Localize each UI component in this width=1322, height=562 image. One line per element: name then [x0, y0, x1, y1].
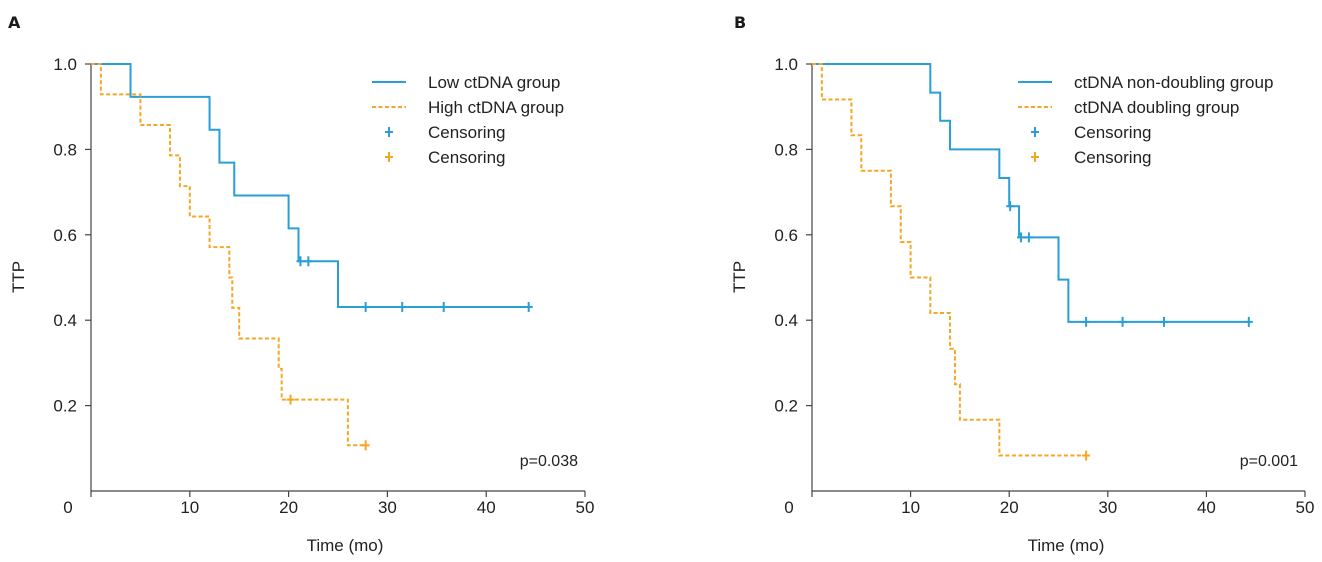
panel-a-letter: A	[8, 13, 21, 32]
panel-b-y-axis-label: TTP	[730, 261, 749, 293]
series-line-blue	[91, 63, 529, 308]
x-tick-label: 20	[279, 498, 298, 517]
censor-mark	[361, 301, 370, 312]
panel-b-p-value: p=0.001	[1240, 453, 1298, 470]
censor-mark	[524, 301, 533, 312]
censor-mark	[1118, 316, 1127, 327]
panel-a-p-value: p=0.038	[520, 453, 578, 470]
panel-b-letter: B	[734, 13, 746, 32]
legend-censor-swatch	[385, 127, 393, 137]
y-tick-label: 0.4	[774, 311, 798, 330]
legend-item: Censoring	[385, 148, 506, 167]
censor-mark	[361, 440, 370, 451]
y-tick-label: 1.0	[53, 55, 77, 74]
censor-mark	[398, 301, 407, 312]
legend-label: Censoring	[1074, 148, 1152, 167]
y-tick-label: 0.8	[53, 140, 77, 159]
x-tick-label: 0	[63, 498, 72, 517]
legend-item: Low ctDNA group	[372, 73, 560, 92]
panel-a-legend: Low ctDNA group High ctDNA group Censoring…	[372, 73, 564, 167]
censor-mark	[304, 256, 313, 267]
y-tick-label: 0.2	[774, 397, 798, 416]
x-tick-label: 30	[1098, 498, 1117, 517]
censor-mark	[1082, 450, 1091, 461]
panel-a-ticks: 0 10 20 30 40 50 0.2 0.4 0.6 0.8 1.0	[53, 55, 594, 517]
legend-label: High ctDNA group	[428, 98, 564, 117]
legend-label: Censoring	[428, 123, 506, 142]
censor-mark	[1017, 232, 1026, 243]
censor-mark	[1082, 316, 1091, 327]
x-tick-label: 10	[901, 498, 920, 517]
legend-item: High ctDNA group	[372, 98, 564, 117]
series-line-blue	[812, 63, 1249, 323]
legend-censor-swatch	[385, 152, 393, 162]
legend-item: ctDNA doubling group	[1018, 98, 1239, 117]
panel-b-x-axis-label: Time (mo)	[1028, 536, 1105, 555]
legend-item: Censoring	[1031, 148, 1152, 167]
x-tick-label: 50	[1296, 498, 1315, 517]
panel-a: A Time (mo) TTP p=0.038 0 10 20 30 40 50 0.2 0.…	[8, 13, 594, 555]
x-tick-label: 40	[1197, 498, 1216, 517]
x-tick-label: 30	[378, 498, 397, 517]
legend-censor-swatch	[1031, 127, 1039, 137]
legend-item: Censoring	[1031, 123, 1152, 142]
x-tick-label: 10	[180, 498, 199, 517]
y-tick-label: 0.8	[774, 140, 798, 159]
x-tick-label: 0	[784, 498, 793, 517]
series-line-orange	[91, 63, 366, 447]
legend-label: Censoring	[1074, 123, 1152, 142]
legend-item: Censoring	[385, 123, 506, 142]
x-tick-label: 20	[1000, 498, 1019, 517]
series-line-orange	[812, 63, 1087, 457]
legend-label: Censoring	[428, 148, 506, 167]
x-tick-label: 50	[576, 498, 595, 517]
y-tick-label: 0.4	[53, 311, 77, 330]
legend-label: ctDNA non-doubling group	[1074, 73, 1273, 92]
panel-b-curves	[812, 63, 1253, 461]
y-tick-label: 0.6	[774, 226, 798, 245]
censor-mark	[286, 394, 295, 405]
censor-mark	[1160, 316, 1169, 327]
censor-mark	[439, 301, 448, 312]
censor-mark	[1024, 232, 1033, 243]
legend-label: ctDNA doubling group	[1074, 98, 1239, 117]
y-tick-label: 0.2	[53, 397, 77, 416]
legend-censor-swatch	[1031, 152, 1039, 162]
legend-label: Low ctDNA group	[428, 73, 560, 92]
panel-b: B Time (mo) TTP p=0.001 0 10 20 30 40 50 0.2 0.…	[730, 13, 1314, 555]
censor-mark	[296, 256, 305, 267]
legend-item: ctDNA non-doubling group	[1018, 73, 1273, 92]
y-tick-label: 1.0	[774, 55, 798, 74]
panel-b-legend: ctDNA non-doubling group ctDNA doubling g…	[1018, 73, 1273, 167]
panel-a-curves	[91, 63, 533, 451]
x-tick-label: 40	[477, 498, 496, 517]
panel-b-ticks: 0 10 20 30 40 50 0.2 0.4 0.6 0.8 1.0	[774, 55, 1314, 517]
censor-mark	[1244, 316, 1253, 327]
panel-a-x-axis-label: Time (mo)	[307, 536, 384, 555]
censor-mark	[1006, 201, 1015, 212]
panel-a-y-axis-label: TTP	[9, 261, 28, 293]
y-tick-label: 0.6	[53, 226, 77, 245]
